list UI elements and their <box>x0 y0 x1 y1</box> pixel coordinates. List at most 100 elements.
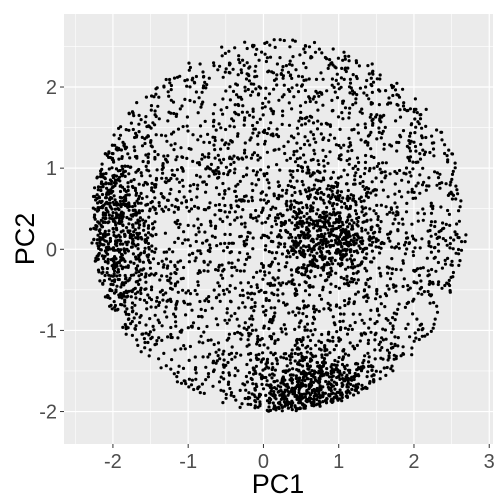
data-point <box>138 297 142 301</box>
data-point <box>199 314 204 319</box>
data-point <box>270 251 274 255</box>
data-point <box>142 267 146 271</box>
data-point <box>163 180 167 184</box>
data-point <box>269 389 273 393</box>
data-point <box>177 180 182 184</box>
data-point <box>395 81 399 85</box>
data-point <box>367 72 371 76</box>
data-point <box>436 176 441 180</box>
data-point <box>174 114 178 118</box>
data-point <box>345 282 349 286</box>
data-point <box>348 280 352 284</box>
data-point <box>316 208 320 212</box>
data-point <box>349 243 353 247</box>
data-point <box>283 245 287 249</box>
data-point <box>425 256 429 260</box>
data-point <box>187 358 191 362</box>
data-point <box>341 319 345 323</box>
data-point <box>145 195 149 199</box>
data-point <box>328 351 332 355</box>
data-point <box>416 181 420 185</box>
data-point <box>216 281 220 285</box>
data-point <box>191 159 195 163</box>
data-point <box>374 115 378 119</box>
data-point <box>110 157 114 162</box>
data-point <box>221 196 225 200</box>
data-point <box>292 205 296 209</box>
data-point <box>169 83 173 88</box>
data-point <box>264 201 269 205</box>
data-point <box>451 193 456 197</box>
data-point <box>181 169 185 173</box>
data-point <box>250 328 255 332</box>
data-point <box>96 233 100 237</box>
data-point <box>196 226 201 230</box>
data-point <box>255 286 259 290</box>
data-point <box>282 38 286 43</box>
data-point <box>243 221 247 225</box>
data-point <box>221 269 225 273</box>
data-point <box>328 212 332 216</box>
data-point <box>240 402 244 406</box>
data-point <box>118 195 122 199</box>
data-point <box>303 88 307 93</box>
data-point <box>125 215 129 220</box>
data-point <box>427 282 431 286</box>
data-point <box>126 188 130 193</box>
data-point <box>115 228 119 232</box>
data-point <box>154 92 158 96</box>
data-point <box>450 263 454 267</box>
data-point <box>203 299 207 303</box>
data-point <box>264 375 268 380</box>
data-point <box>175 375 179 379</box>
data-point <box>449 236 453 240</box>
data-point <box>287 123 292 127</box>
data-point <box>94 198 98 202</box>
data-point <box>115 262 119 266</box>
data-point <box>176 127 181 131</box>
data-point <box>111 211 115 215</box>
data-point <box>328 123 332 127</box>
data-point <box>265 383 269 387</box>
data-point <box>418 152 422 156</box>
data-point <box>216 341 221 345</box>
data-point <box>342 229 346 233</box>
data-point <box>401 284 405 289</box>
data-point <box>389 342 393 346</box>
data-point <box>295 292 299 296</box>
data-point <box>371 121 375 125</box>
data-point <box>276 276 280 280</box>
data-point <box>219 273 223 277</box>
data-point <box>162 154 166 158</box>
data-point <box>184 291 188 295</box>
data-point <box>308 96 312 100</box>
data-point <box>146 340 150 345</box>
data-point <box>291 310 295 314</box>
data-point <box>178 259 183 263</box>
data-point <box>293 351 297 356</box>
data-point <box>426 269 430 273</box>
data-point <box>147 258 151 262</box>
data-point <box>227 352 231 356</box>
data-point <box>227 318 231 322</box>
data-point <box>118 133 123 137</box>
data-point <box>375 137 379 141</box>
data-point <box>102 279 106 283</box>
data-point <box>144 95 148 99</box>
data-point <box>102 243 106 247</box>
data-point <box>246 72 250 76</box>
data-point <box>251 153 255 157</box>
data-point <box>218 158 222 162</box>
data-point <box>316 108 320 112</box>
data-point <box>446 208 450 213</box>
data-point <box>280 214 284 218</box>
data-point <box>381 161 385 165</box>
data-point <box>430 267 434 272</box>
data-point <box>364 386 368 390</box>
data-point <box>210 234 214 238</box>
data-point <box>411 160 415 164</box>
data-point <box>359 199 363 204</box>
data-point <box>360 229 364 233</box>
data-point <box>278 38 282 42</box>
data-point <box>106 295 110 299</box>
